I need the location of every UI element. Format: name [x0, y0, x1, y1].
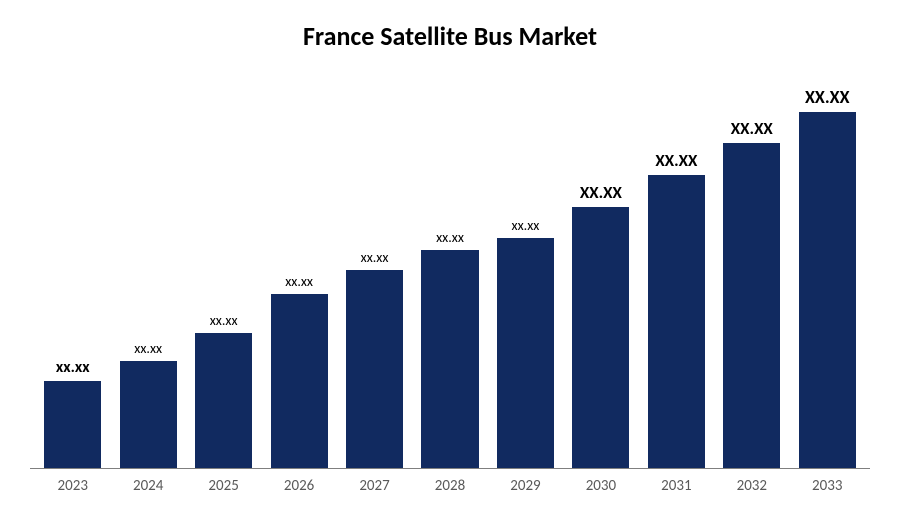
xaxis-label: 2029	[490, 477, 561, 495]
bar	[44, 381, 101, 468]
xaxis-label: 2027	[339, 477, 410, 495]
xaxis-label: 2033	[792, 477, 863, 495]
xaxis-label: 2025	[188, 477, 259, 495]
bar-value-label: XX.XX	[805, 86, 849, 108]
xaxis-label: 2024	[112, 477, 183, 495]
bar	[723, 143, 780, 468]
xaxis-label: 2026	[263, 477, 334, 495]
bar	[572, 207, 629, 468]
bar-group: xx.xx	[112, 72, 183, 468]
bar-value-label: xx.xx	[56, 358, 90, 377]
bar	[195, 333, 252, 468]
bar-group: xx.xx	[263, 72, 334, 468]
bar-value-label: XX.XX	[655, 150, 697, 171]
bar	[346, 270, 403, 468]
bar-group: xx.xx	[188, 72, 259, 468]
bar-group: xx.xx	[490, 72, 561, 468]
xaxis-label: 2031	[641, 477, 712, 495]
bar	[799, 112, 856, 468]
bar-value-label: xx.xx	[436, 229, 464, 246]
bar-group: XX.XX	[641, 72, 712, 468]
bar-value-label: xx.xx	[134, 340, 162, 357]
bar-group: XX.XX	[565, 72, 636, 468]
xaxis-label: 2023	[37, 477, 108, 495]
bar-group: XX.XX	[716, 72, 787, 468]
chart-container: France Satellite Bus Market xx.xxxx.xxxx…	[0, 0, 900, 525]
bar-value-label: XX.XX	[731, 118, 773, 139]
bar-value-label: xx.xx	[512, 217, 540, 234]
bar-group: xx.xx	[414, 72, 485, 468]
bar	[648, 175, 705, 468]
bar-value-label: xx.xx	[210, 312, 238, 329]
bar-value-label: xx.xx	[285, 273, 313, 290]
bar-group: XX.XX	[792, 72, 863, 468]
bars-row: xx.xx xx.xx xx.xx xx.xx xx.xx xx.xx xx.xx XX.XX…	[30, 72, 870, 469]
bar-group: xx.xx	[37, 72, 108, 468]
xaxis-label: 2028	[414, 477, 485, 495]
xaxis-labels-row: 20232024 20252026 20272028 20292030 20312032…	[30, 469, 870, 495]
bar-value-label: xx.xx	[361, 249, 389, 266]
bar-value-label: XX.XX	[580, 182, 622, 203]
xaxis-label: 2032	[716, 477, 787, 495]
bar	[497, 238, 554, 468]
xaxis-label: 2030	[565, 477, 636, 495]
bar	[271, 294, 328, 468]
bar	[120, 361, 177, 468]
bar	[421, 250, 478, 468]
chart-title: France Satellite Bus Market	[30, 20, 870, 52]
plot-area: xx.xx xx.xx xx.xx xx.xx xx.xx xx.xx xx.xx XX.XX…	[30, 72, 870, 495]
bar-group: xx.xx	[339, 72, 410, 468]
